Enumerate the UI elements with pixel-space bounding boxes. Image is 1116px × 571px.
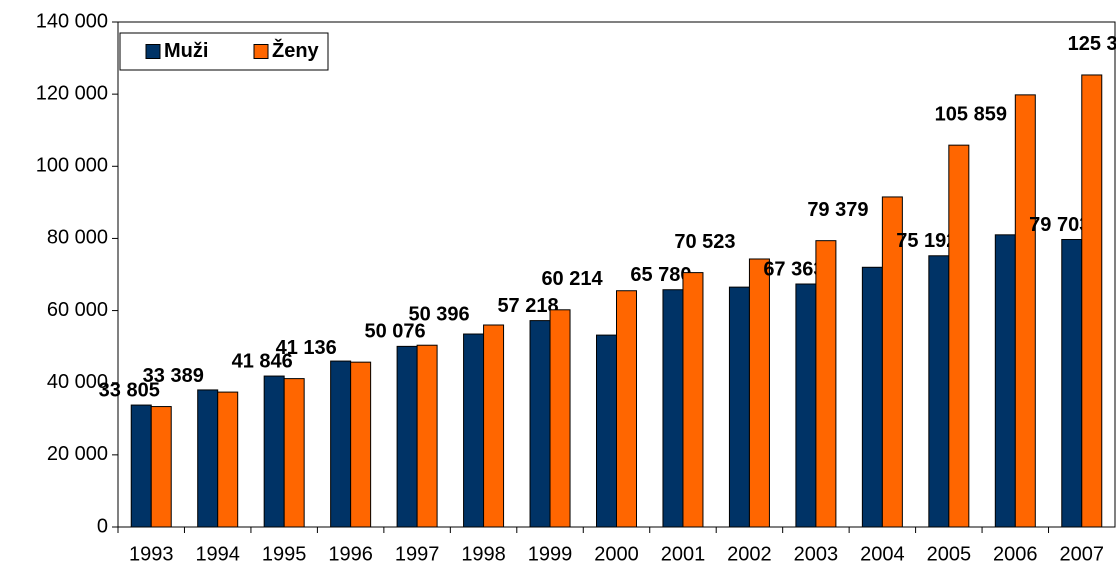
x-tick-label: 1996: [328, 543, 373, 565]
y-tick-label: 20 000: [47, 443, 108, 465]
legend-label: Ženy: [272, 38, 320, 62]
legend-swatch: [145, 44, 161, 59]
bar: [1014, 94, 1036, 528]
y-tick-label: 60 000: [47, 299, 108, 321]
x-tick-label: 2004: [860, 543, 905, 565]
data-label: 50 076: [365, 321, 426, 343]
y-tick-label: 120 000: [36, 82, 108, 104]
bar: [283, 378, 305, 528]
x-tick-label: 2006: [993, 543, 1038, 565]
x-tick-label: 2003: [794, 543, 839, 565]
bar: [728, 286, 750, 528]
bar: [549, 309, 571, 528]
data-label: 65 780: [630, 264, 691, 286]
bar: [416, 344, 438, 528]
data-label: 67 363: [763, 258, 824, 280]
bar: [596, 334, 617, 528]
x-tick-label: 1994: [195, 543, 240, 565]
x-tick-label: 1999: [528, 543, 573, 565]
data-label: 41 846: [232, 350, 293, 372]
bar: [483, 324, 505, 528]
bar: [197, 389, 219, 528]
legend-swatch: [253, 44, 269, 59]
bar: [263, 375, 285, 528]
x-tick-label: 2000: [594, 543, 639, 565]
bar: [1081, 74, 1103, 528]
bar: [795, 283, 817, 528]
data-label: 75 192: [896, 230, 957, 252]
data-label: 105 859: [935, 103, 1007, 125]
y-tick-label: 80 000: [47, 227, 108, 249]
data-label: 125 316: [1068, 33, 1116, 55]
bar: [861, 266, 883, 528]
x-tick-label: 1993: [129, 543, 174, 565]
bar: [217, 391, 239, 528]
bar: [948, 144, 970, 528]
y-tick-label: 140 000: [36, 10, 108, 32]
bar: [1061, 238, 1083, 528]
bar: [748, 258, 770, 528]
data-label: 70 523: [674, 231, 735, 253]
bar: [994, 234, 1016, 528]
data-label: 41 136: [276, 337, 337, 359]
data-label: 50 396: [409, 303, 470, 325]
bar: [330, 360, 352, 528]
y-tick-label: 40 000: [47, 371, 108, 393]
data-label: 79 703: [1029, 214, 1090, 236]
bar: [350, 361, 372, 528]
x-tick-label: 2001: [661, 543, 706, 565]
bar: [815, 240, 837, 528]
y-tick-label: 100 000: [36, 155, 108, 177]
x-tick-label: 1998: [461, 543, 506, 565]
x-tick-label: 1995: [262, 543, 307, 565]
bar: [130, 404, 152, 528]
bar: [396, 345, 418, 528]
x-tick-label: 2002: [727, 543, 772, 565]
bar: [150, 406, 172, 528]
bar: [463, 333, 485, 528]
x-tick-label: 2007: [1060, 543, 1105, 565]
bar: [616, 290, 637, 528]
data-label: 79 379: [807, 199, 868, 221]
bar: [682, 272, 704, 528]
x-tick-label: 1997: [395, 543, 440, 565]
x-tick-label: 2005: [927, 543, 972, 565]
bar: [529, 320, 551, 528]
legend-label: Muži: [164, 40, 208, 62]
data-label: 33 805: [99, 379, 160, 401]
data-label: 33 389: [143, 365, 204, 387]
bar: [662, 289, 684, 528]
data-label: 57 218: [497, 295, 558, 317]
data-label: 60 214: [541, 268, 603, 290]
y-tick-label: 0: [97, 515, 108, 537]
bar: [928, 255, 950, 528]
